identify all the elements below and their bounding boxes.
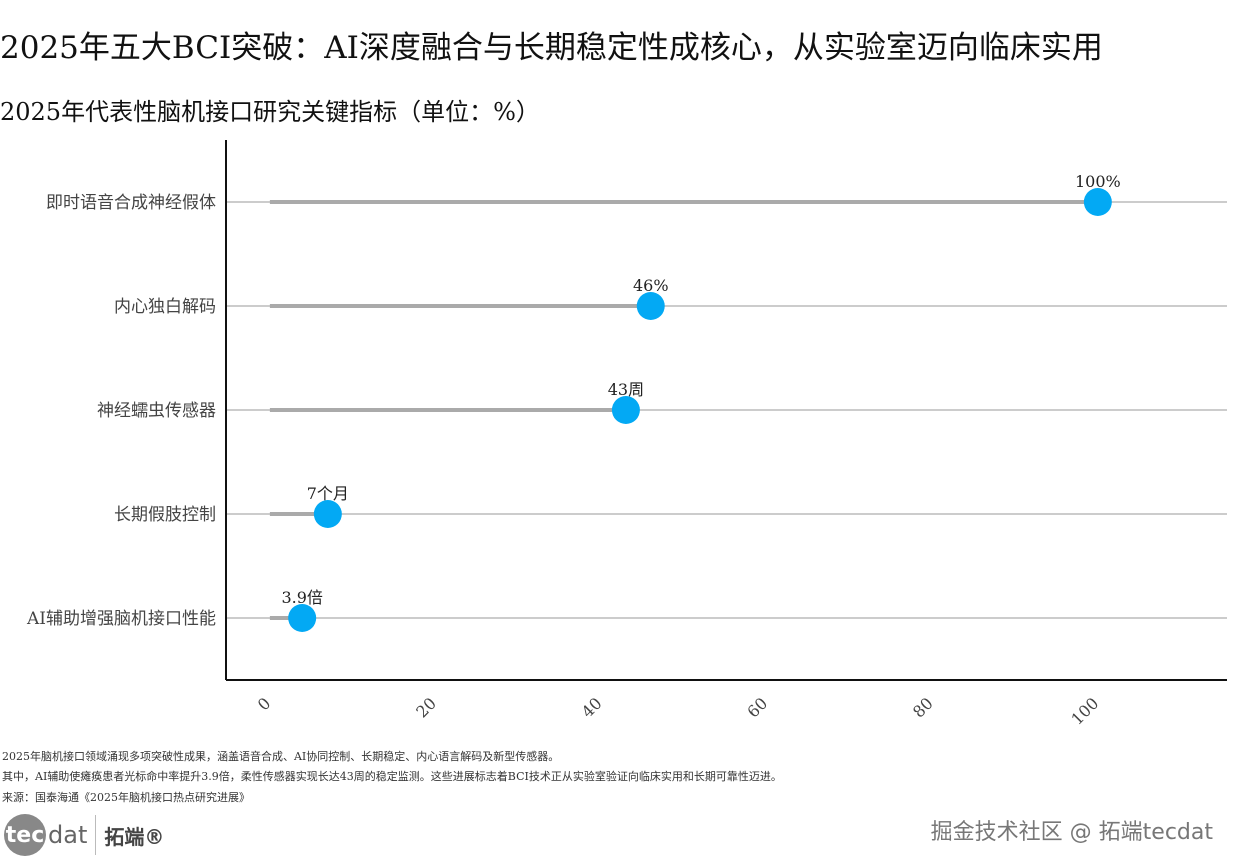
x-tick-label: 80: [909, 694, 937, 722]
note-line-2: 其中，AI辅助使瘫痪患者光标命中率提升3.9倍，柔性传感器实现长达43周的稳定监…: [2, 770, 782, 783]
data-label: 7个月: [307, 484, 349, 503]
logo-divider: [95, 815, 97, 855]
data-label: 46%: [633, 276, 669, 295]
category-label: 即时语音合成神经假体: [46, 193, 216, 213]
watermark: 掘金技术社区 @ 拓端tecdat: [930, 820, 1213, 845]
chart-title: 2025年五大BCI突破：AI深度融合与长期稳定性成核心，从实验室迈向临床实用: [0, 30, 1103, 66]
data-label: 3.9倍: [281, 588, 322, 607]
data-label: 43周: [608, 380, 644, 399]
note-line-1: 2025年脑机接口领域涌现多项突破性成果，涵盖语音合成、AI协同控制、长期稳定、…: [2, 750, 560, 763]
x-tick-label: 0: [254, 694, 275, 715]
data-point: [611, 396, 640, 424]
chart-subtitle: 2025年代表性脑机接口研究关键指标（单位：%）: [0, 98, 540, 126]
data-point: [1083, 188, 1112, 216]
logo-dat: dat: [48, 821, 88, 849]
category-label: 内心独白解码: [114, 297, 216, 317]
category-label: AI辅助增强脑机接口性能: [26, 609, 216, 629]
logo-tec: tec: [4, 814, 46, 856]
data-label: 100%: [1075, 172, 1121, 191]
category-label: 神经蠕虫传感器: [97, 401, 216, 421]
tecdat-logo: tec dat 拓端®: [4, 814, 164, 856]
x-tick-label: 20: [412, 694, 440, 722]
category-label: 长期假肢控制: [114, 505, 216, 525]
x-tick-label: 100: [1067, 694, 1102, 729]
data-point: [288, 604, 317, 632]
x-tick-label: 60: [743, 694, 771, 722]
source-note: 来源：国泰海通《2025年脑机接口热点研究进展》: [2, 791, 250, 804]
logo-cn: 拓端®: [104, 824, 165, 849]
data-point: [313, 500, 342, 528]
data-point: [636, 292, 665, 320]
x-tick-label: 40: [578, 694, 606, 722]
